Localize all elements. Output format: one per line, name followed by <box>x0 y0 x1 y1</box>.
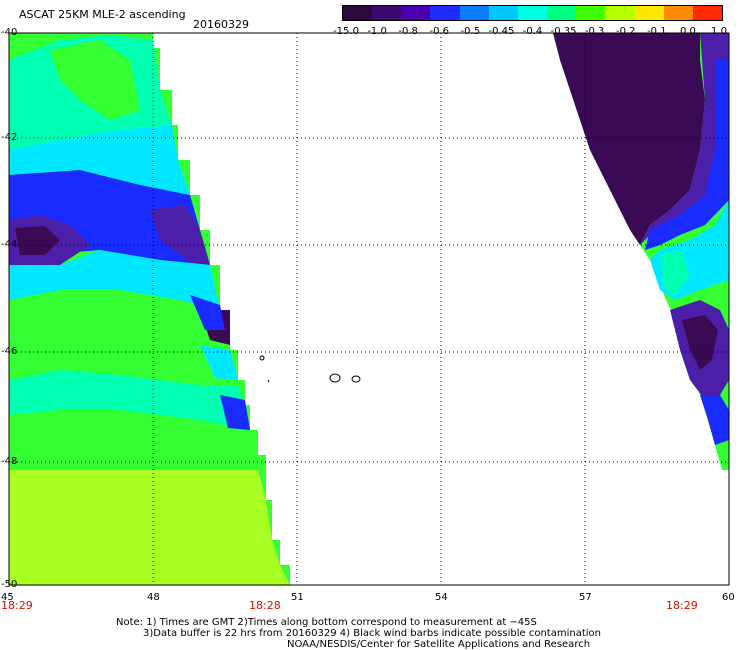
island-outlines <box>259 355 361 383</box>
longitude-label: 48 <box>147 592 160 603</box>
left-swath-green-core <box>50 40 140 120</box>
latitude-label: -46 <box>1 346 18 357</box>
island-4 <box>267 379 270 383</box>
left-swath-lime <box>9 470 290 585</box>
right-swath-teal <box>660 250 690 295</box>
island-1 <box>329 373 341 383</box>
longitude-label: 45 <box>1 592 14 603</box>
colorbar-swatch <box>517 6 548 20</box>
note-line-3: NOAA/NESDIS/Center for Satellite Applica… <box>287 639 591 650</box>
right-swath-blue-2 <box>700 395 729 445</box>
colorbar-label: -1.0 <box>367 26 387 37</box>
left-swath-cyan-2 <box>9 250 220 310</box>
colorbar-label: -0.35 <box>550 26 577 37</box>
left-swath-cyan <box>9 125 190 195</box>
longitude-label: 54 <box>435 592 448 603</box>
product-title: ASCAT 25KM MLE-2 ascending <box>19 8 186 21</box>
colorbar-label: -0.2 <box>615 26 636 37</box>
latitude-label: -42 <box>1 132 18 143</box>
right-swath-darkest <box>553 33 705 245</box>
colorbar-label: -0.8 <box>398 26 418 37</box>
colorbar-swatch <box>343 6 373 20</box>
left-swath-blue-2 <box>190 295 225 330</box>
colorbar-label: -0.6 <box>429 26 450 37</box>
island-3 <box>259 355 265 361</box>
colorbar-label: -15.0 <box>333 26 359 37</box>
colorbar-swatch <box>547 6 577 20</box>
latitude-label: -40 <box>1 27 18 38</box>
colorbar-swatch <box>459 6 489 20</box>
longitude-label: 60 <box>722 592 735 603</box>
time-right: 18:29 <box>666 599 698 612</box>
left-swath-cyan-3 <box>200 345 238 380</box>
right-swath-blue <box>645 60 729 250</box>
left-swath-darkest <box>15 226 60 255</box>
colorbar-label: -0.45 <box>488 26 515 37</box>
right-swath-darkest-2 <box>682 315 718 370</box>
data-swaths <box>9 33 729 585</box>
time-left: 18:29 <box>1 599 33 612</box>
colorbar-swatch <box>430 6 460 20</box>
latitude-label: -44 <box>1 239 18 250</box>
map-frame <box>8 32 730 586</box>
left-swath-blue-3 <box>220 395 250 430</box>
note-line-2: 3)Data buffer is 22 hrs from 20160329 4)… <box>143 628 601 639</box>
colorbar-swatch <box>605 6 635 20</box>
latitude-label: -50 <box>1 579 18 590</box>
colorbar-label: -0.4 <box>522 26 543 37</box>
latitude-label: -48 <box>1 456 18 467</box>
colorbar-swatch <box>663 6 693 20</box>
colorbar-swatch <box>576 6 606 20</box>
note-line-1: Note: 1) Times are GMT 2)Times along bot… <box>116 617 537 628</box>
product-date: 20160329 <box>193 18 249 31</box>
longitude-label: 51 <box>291 592 304 603</box>
colorbar-label: -0.5 <box>460 26 481 37</box>
colorbar-label: 1.0 <box>711 26 727 37</box>
colorbar-swatch <box>372 6 402 20</box>
left-swath-purple-2 <box>150 205 210 265</box>
colorbar-label: -0.1 <box>647 26 667 37</box>
colorbar-swatch <box>634 6 664 20</box>
colorbar-swatch <box>401 6 431 20</box>
longitude-label: 57 <box>579 592 592 603</box>
colorbar <box>342 5 723 21</box>
colorbar-swatch <box>488 6 518 20</box>
time-middle: 18:28 <box>249 599 281 612</box>
colorbar-label: -0.3 <box>584 26 605 37</box>
left-swath-teal-2 <box>9 370 250 430</box>
colorbar-swatch <box>692 6 723 20</box>
colorbar-label: 0.0 <box>679 26 696 37</box>
island-2 <box>351 375 361 383</box>
lat-lon-grid <box>9 33 729 585</box>
